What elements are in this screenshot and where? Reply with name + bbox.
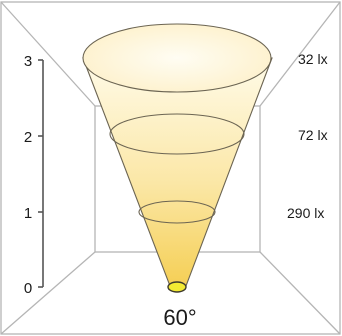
light-cone (82, 23, 273, 293)
tick-label-0: 0 (24, 280, 32, 297)
tick-label-3: 3 (24, 53, 32, 70)
light-source (167, 281, 187, 293)
tick-label-1: 1 (24, 205, 32, 222)
height-axis: 3 2 1 0 (24, 53, 44, 297)
cone-rim-3m (82, 23, 272, 93)
beam-angle-label: 60° (163, 305, 196, 330)
lux-label-1m: 290 lx (287, 205, 324, 221)
cone-ring-2m (109, 113, 245, 155)
corner-line-top-left (0, 1, 96, 107)
corner-line-bottom-right (259, 251, 341, 335)
tick-label-2: 2 (24, 129, 32, 146)
lux-label-3m: 32 lx (298, 51, 328, 67)
lux-labels: 32 lx 72 lx 290 lx (287, 51, 328, 221)
cone-ring-1m (138, 200, 216, 224)
corner-line-bottom-left (0, 251, 96, 335)
corner-line-top-right (259, 1, 341, 107)
lux-label-2m: 72 lx (298, 127, 328, 143)
